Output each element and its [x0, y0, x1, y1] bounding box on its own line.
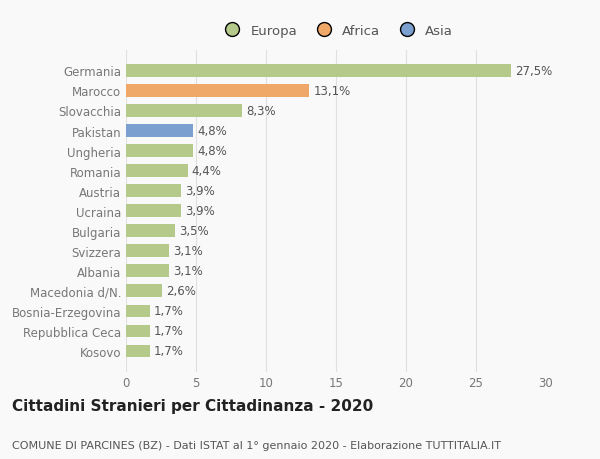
Bar — [126, 305, 150, 317]
Text: 3,1%: 3,1% — [173, 264, 203, 278]
Bar — [126, 325, 150, 337]
Text: 4,8%: 4,8% — [197, 125, 227, 138]
Text: 27,5%: 27,5% — [515, 65, 553, 78]
Text: 13,1%: 13,1% — [314, 85, 351, 98]
Bar — [126, 145, 193, 157]
Text: 2,6%: 2,6% — [167, 285, 196, 297]
Bar — [126, 165, 188, 177]
Text: Cittadini Stranieri per Cittadinanza - 2020: Cittadini Stranieri per Cittadinanza - 2… — [12, 398, 373, 413]
Text: 4,4%: 4,4% — [192, 165, 221, 178]
Bar — [126, 345, 150, 357]
Text: COMUNE DI PARCINES (BZ) - Dati ISTAT al 1° gennaio 2020 - Elaborazione TUTTITALI: COMUNE DI PARCINES (BZ) - Dati ISTAT al … — [12, 440, 501, 450]
Text: 1,7%: 1,7% — [154, 305, 184, 318]
Bar — [126, 205, 181, 217]
Bar — [126, 85, 310, 97]
Legend: Europa, Africa, Asia: Europa, Africa, Asia — [219, 25, 453, 38]
Bar — [126, 285, 163, 297]
Bar — [126, 185, 181, 197]
Text: 3,1%: 3,1% — [173, 245, 203, 257]
Bar — [126, 245, 169, 257]
Bar — [126, 225, 175, 237]
Text: 3,5%: 3,5% — [179, 224, 209, 238]
Text: 8,3%: 8,3% — [247, 105, 276, 118]
Text: 1,7%: 1,7% — [154, 325, 184, 337]
Bar — [126, 265, 169, 277]
Text: 3,9%: 3,9% — [185, 205, 215, 218]
Bar — [126, 105, 242, 118]
Text: 4,8%: 4,8% — [197, 145, 227, 158]
Bar — [126, 65, 511, 78]
Text: 1,7%: 1,7% — [154, 345, 184, 358]
Bar — [126, 125, 193, 137]
Text: 3,9%: 3,9% — [185, 185, 215, 198]
